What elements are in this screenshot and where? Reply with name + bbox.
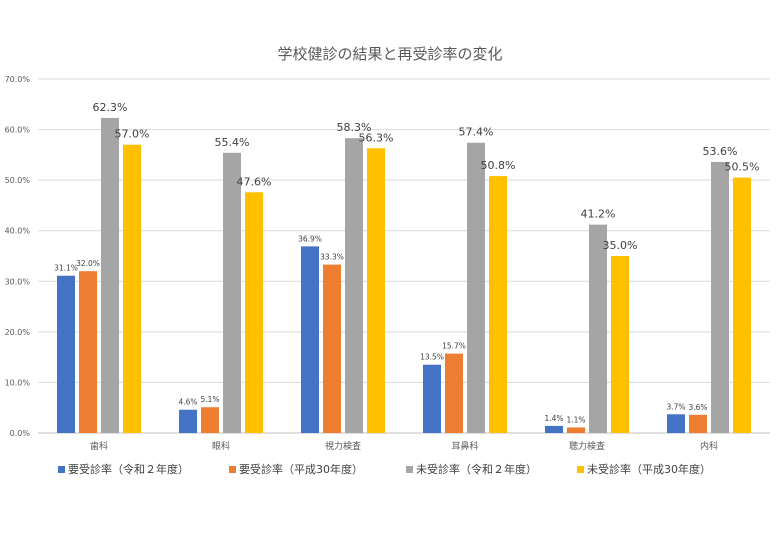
y-tick-label: 70.0%	[5, 75, 31, 84]
data-label: 3.7%	[666, 402, 685, 411]
bar	[423, 364, 441, 433]
x-tick-label: 眼科	[212, 440, 230, 452]
data-label: 53.6%	[703, 145, 738, 158]
bar	[733, 177, 751, 433]
x-tick-label: 耳鼻科	[451, 440, 478, 452]
legend-swatch	[229, 466, 236, 473]
y-tick-label: 10.0%	[5, 378, 31, 387]
y-tick-label: 40.0%	[5, 227, 31, 236]
legend-label: 未受診率（令和２年度）	[416, 462, 537, 476]
x-tick-label: 内科	[700, 440, 718, 452]
bar	[245, 192, 263, 433]
bar	[711, 161, 729, 434]
bar	[179, 409, 197, 433]
data-label: 31.1%	[54, 264, 78, 273]
bar	[223, 152, 241, 433]
bar	[301, 246, 319, 433]
bar	[123, 144, 141, 433]
data-label: 50.8%	[481, 159, 516, 172]
bar	[589, 224, 607, 433]
y-axis-tick-labels: 0.0% 10.0% 20.0% 30.0% 40.0% 50.0% 60.0% 70.0%	[5, 75, 31, 438]
data-label: 5.1%	[200, 395, 219, 404]
bar	[445, 353, 463, 433]
data-label: 58.3%	[337, 121, 372, 134]
data-label: 57.0%	[115, 128, 150, 141]
legend-swatch	[406, 466, 413, 473]
chart-title: 学校健診の結果と再受診率の変化	[277, 45, 502, 63]
data-label: 3.6%	[688, 403, 707, 412]
data-label: 32.0%	[76, 259, 100, 268]
data-label: 15.7%	[442, 342, 466, 351]
bar	[489, 176, 507, 433]
bar	[79, 271, 97, 433]
y-tick-label: 60.0%	[5, 126, 31, 135]
data-label: 62.3%	[93, 101, 128, 114]
data-label: 57.4%	[459, 126, 494, 139]
y-tick-label: 0.0%	[10, 429, 31, 438]
bar	[323, 264, 341, 433]
data-label: 36.9%	[298, 234, 322, 243]
legend: 要受診率（令和２年度） 要受診率（平成30年度） 未受診率（令和２年度） 未受診率（平…	[58, 462, 711, 476]
x-tick-label: 歯科	[90, 440, 108, 452]
data-labels: 31.1%32.0% 62.3% 57.0% 4.6% 5.1% 55.4% 47.6% 36…	[54, 101, 759, 424]
data-label: 55.4%	[215, 136, 250, 149]
bar	[57, 275, 75, 433]
data-label: 4.6%	[178, 398, 197, 407]
data-label: 50.5%	[725, 161, 760, 174]
bar	[367, 148, 385, 434]
bars	[57, 117, 751, 434]
legend-label: 要受診率（令和２年度）	[68, 462, 189, 476]
bar	[101, 117, 119, 433]
y-tick-label: 30.0%	[5, 277, 31, 286]
legend-label: 要受診率（平成30年度）	[239, 462, 363, 476]
bar	[345, 138, 363, 433]
x-tick-label: 視力検査	[325, 440, 361, 452]
data-label: 47.6%	[237, 175, 272, 188]
data-label: 1.4%	[544, 414, 563, 423]
y-tick-label: 20.0%	[5, 328, 31, 337]
data-label: 35.0%	[603, 239, 638, 252]
legend-label: 未受診率（平成30年度）	[587, 462, 711, 476]
bar	[667, 414, 685, 433]
bar	[545, 425, 563, 433]
y-tick-label: 50.0%	[5, 176, 31, 185]
data-label: 1.1%	[566, 415, 585, 424]
x-tick-label: 聴力検査	[569, 440, 605, 452]
bar	[689, 414, 707, 433]
legend-swatch	[577, 466, 584, 473]
legend-swatch	[58, 466, 65, 473]
data-label: 41.2%	[581, 208, 616, 221]
data-label: 56.3%	[359, 131, 394, 144]
bar	[611, 256, 629, 433]
bar	[567, 427, 585, 433]
bar	[201, 407, 219, 433]
data-label: 33.3%	[320, 253, 344, 262]
data-label: 13.5%	[420, 353, 444, 362]
gridlines	[38, 78, 770, 434]
x-axis-tick-labels: 歯科 眼科 視力検査 耳鼻科 聴力検査 内科	[90, 440, 718, 452]
bar	[467, 142, 485, 433]
